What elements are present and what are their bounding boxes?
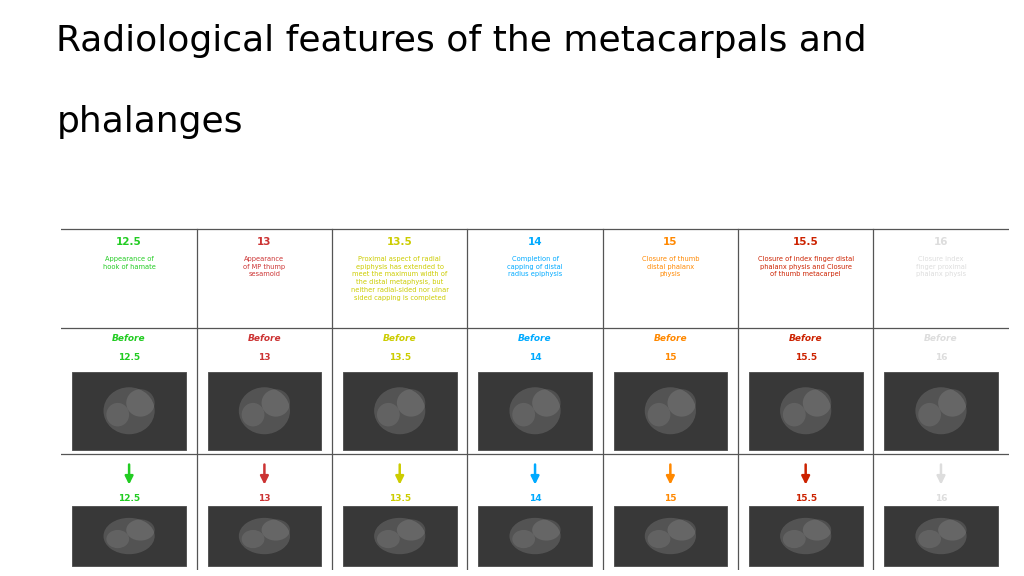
- Ellipse shape: [377, 530, 399, 548]
- Text: 12.5: 12.5: [118, 494, 140, 503]
- Ellipse shape: [645, 518, 696, 554]
- Text: Before: Before: [383, 334, 417, 343]
- Text: 12.5: 12.5: [118, 353, 140, 362]
- Ellipse shape: [803, 389, 831, 416]
- Text: Before: Before: [925, 334, 957, 343]
- Bar: [73, 372, 186, 450]
- Ellipse shape: [783, 530, 806, 548]
- Ellipse shape: [783, 403, 806, 426]
- Ellipse shape: [397, 389, 425, 416]
- Bar: [884, 506, 997, 566]
- Ellipse shape: [126, 389, 155, 416]
- Text: 14: 14: [528, 494, 542, 503]
- Bar: [73, 506, 186, 566]
- Ellipse shape: [374, 387, 425, 434]
- Ellipse shape: [103, 518, 155, 554]
- Bar: [478, 372, 592, 450]
- Text: Appearance of
hook of hamate: Appearance of hook of hamate: [102, 256, 156, 270]
- Ellipse shape: [103, 387, 155, 434]
- Ellipse shape: [919, 403, 941, 426]
- Text: Completion of
capping of distal
radius epiphysis: Completion of capping of distal radius e…: [507, 256, 563, 277]
- Text: 13.5: 13.5: [389, 353, 411, 362]
- Ellipse shape: [242, 403, 264, 426]
- Text: 13.5: 13.5: [389, 494, 411, 503]
- Ellipse shape: [510, 387, 560, 434]
- Bar: [208, 372, 322, 450]
- Bar: [343, 506, 457, 566]
- Bar: [613, 506, 727, 566]
- Text: Closure index
finger proximal
phalanx physis: Closure index finger proximal phalanx ph…: [915, 256, 967, 277]
- Ellipse shape: [668, 520, 696, 540]
- Ellipse shape: [780, 387, 831, 434]
- Text: 15: 15: [664, 237, 678, 247]
- Ellipse shape: [106, 403, 129, 426]
- Text: Before: Before: [518, 334, 552, 343]
- Ellipse shape: [780, 518, 831, 554]
- Ellipse shape: [938, 389, 967, 416]
- Bar: [884, 372, 997, 450]
- Ellipse shape: [239, 387, 290, 434]
- Ellipse shape: [919, 530, 941, 548]
- Ellipse shape: [261, 389, 290, 416]
- Text: Before: Before: [653, 334, 687, 343]
- Ellipse shape: [242, 530, 264, 548]
- Ellipse shape: [915, 387, 967, 434]
- Text: Before: Before: [248, 334, 282, 343]
- Ellipse shape: [397, 520, 425, 540]
- Ellipse shape: [645, 387, 696, 434]
- Text: 16: 16: [935, 494, 947, 503]
- Text: 15: 15: [665, 353, 677, 362]
- Ellipse shape: [803, 520, 831, 540]
- Ellipse shape: [377, 403, 399, 426]
- Ellipse shape: [510, 518, 560, 554]
- Text: 13: 13: [258, 494, 270, 503]
- Text: 15.5: 15.5: [793, 237, 818, 247]
- Bar: [478, 506, 592, 566]
- Ellipse shape: [374, 518, 425, 554]
- Bar: [749, 506, 862, 566]
- Ellipse shape: [915, 518, 967, 554]
- Text: 13: 13: [257, 237, 271, 247]
- Text: HSS Bone Age: HSS Bone Age: [475, 186, 595, 201]
- Text: 12.5: 12.5: [116, 237, 142, 247]
- Ellipse shape: [106, 530, 129, 548]
- Ellipse shape: [239, 518, 290, 554]
- Ellipse shape: [647, 403, 671, 426]
- Bar: [749, 372, 862, 450]
- Text: Male Ages (in Years): Male Ages (in Years): [478, 214, 592, 224]
- Text: 13: 13: [258, 353, 270, 362]
- Text: phalanges: phalanges: [56, 105, 243, 139]
- Bar: [613, 372, 727, 450]
- Ellipse shape: [938, 520, 967, 540]
- Text: Closure of index finger distal
phalanx physis and Closure
of thumb metacarpel: Closure of index finger distal phalanx p…: [758, 256, 854, 277]
- Text: 13.5: 13.5: [387, 237, 413, 247]
- Ellipse shape: [261, 520, 290, 540]
- Bar: [208, 506, 322, 566]
- Text: 16: 16: [934, 237, 948, 247]
- Ellipse shape: [668, 389, 696, 416]
- Bar: [343, 372, 457, 450]
- Text: Before: Before: [113, 334, 145, 343]
- Text: 15.5: 15.5: [795, 353, 817, 362]
- Ellipse shape: [512, 403, 536, 426]
- Ellipse shape: [532, 520, 560, 540]
- Text: Closure of thumb
distal phalanx
physis: Closure of thumb distal phalanx physis: [642, 256, 699, 277]
- Text: 14: 14: [528, 353, 542, 362]
- Ellipse shape: [532, 389, 560, 416]
- Ellipse shape: [512, 530, 536, 548]
- Text: 15: 15: [665, 494, 677, 503]
- Text: 14: 14: [527, 237, 543, 247]
- Text: Before: Before: [788, 334, 822, 343]
- Ellipse shape: [647, 530, 671, 548]
- Text: 15.5: 15.5: [795, 494, 817, 503]
- Text: Radiological features of the metacarpals and: Radiological features of the metacarpals…: [56, 24, 867, 58]
- Text: Appearance
of MP thump
sesamoid: Appearance of MP thump sesamoid: [244, 256, 286, 277]
- Text: Proximal aspect of radial
epiphysis has extended to
meet the maximum width of
th: Proximal aspect of radial epiphysis has …: [351, 256, 449, 301]
- Ellipse shape: [126, 520, 155, 540]
- Text: 16: 16: [935, 353, 947, 362]
